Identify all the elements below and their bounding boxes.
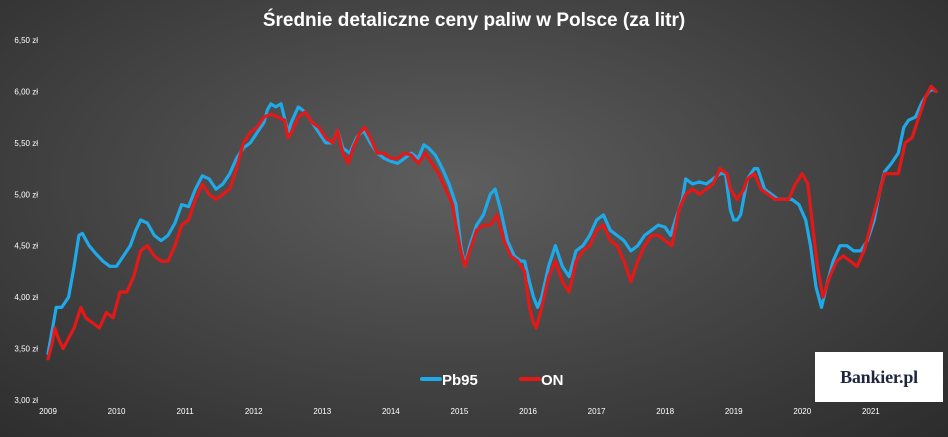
legend-label-on: ON — [541, 372, 564, 389]
brand-logo: Bankier.pl — [840, 366, 918, 387]
x-axis: 2009 2010 2011 2012 2013 2014 2015 2016 2017 2018… — [39, 407, 880, 416]
legend-label-pb95: Pb95 — [442, 372, 478, 389]
y-axis: 3,00 zł 3,50 zł 4,00 zł 4,50 zł 5,00 zł 5,50 … — [14, 36, 38, 405]
y-tick-label-3-00-z: 3,00 zł — [14, 396, 38, 405]
x-tick-label-2012: 2012 — [245, 407, 263, 416]
x-tick-label-2020: 2020 — [793, 407, 811, 416]
legend: Pb95 ON — [420, 372, 564, 389]
x-tick-label-2018: 2018 — [656, 407, 674, 416]
series-line-on — [46, 84, 938, 361]
x-tick-label-2021: 2021 — [862, 407, 880, 416]
chart-title: Średnie detaliczne ceny paliw w Polsce (… — [263, 9, 685, 31]
x-tick-label-2015: 2015 — [451, 407, 469, 416]
brand-logo-box: Bankier.pl — [815, 352, 943, 402]
y-tick-label-6-50-z: 6,50 zł — [14, 36, 38, 45]
x-tick-label-2017: 2017 — [588, 407, 606, 416]
series-line-pb95 — [46, 87, 938, 356]
x-tick-label-2019: 2019 — [725, 407, 743, 416]
x-tick-label-2011: 2011 — [177, 407, 195, 416]
y-tick-label-6-00-z: 6,00 zł — [14, 87, 38, 96]
legend-item-on: ON — [519, 372, 564, 389]
x-tick-label-2009: 2009 — [39, 407, 57, 416]
x-tick-label-2016: 2016 — [519, 407, 537, 416]
y-tick-label-4-00-z: 4,00 zł — [14, 293, 38, 302]
series-lines — [46, 84, 938, 361]
x-tick-label-2013: 2013 — [313, 407, 331, 416]
y-tick-label-5-00-z: 5,00 zł — [14, 190, 38, 199]
x-tick-label-2010: 2010 — [108, 407, 126, 416]
y-tick-label-5-50-z: 5,50 zł — [14, 139, 38, 148]
x-tick-label-2014: 2014 — [382, 407, 400, 416]
legend-item-pb95: Pb95 — [420, 372, 478, 389]
y-tick-label-4-50-z: 4,50 zł — [14, 242, 38, 251]
y-tick-label-3-50-z: 3,50 zł — [14, 345, 38, 354]
